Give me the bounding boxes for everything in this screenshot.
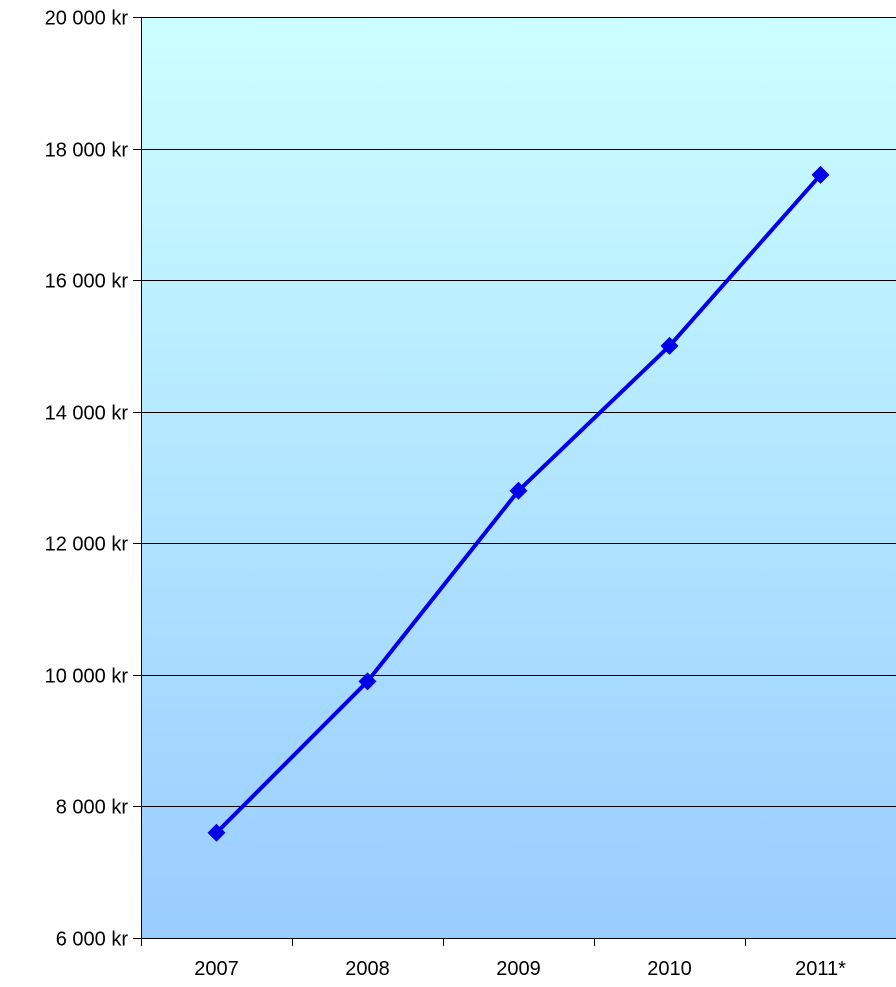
x-tick-label: 2009 xyxy=(496,958,541,980)
axes xyxy=(133,17,896,946)
x-tick-label: 2011* xyxy=(795,958,846,980)
y-tick-label: 12 000 kr xyxy=(45,534,129,556)
series-group xyxy=(207,165,830,842)
x-tick-label: 2007 xyxy=(194,958,239,980)
y-tick-label: 10 000 kr xyxy=(45,666,129,688)
data-point-marker xyxy=(811,165,830,184)
y-tick-label: 18 000 kr xyxy=(45,140,129,162)
x-tick-label: 2008 xyxy=(345,958,390,980)
y-axis-tick-labels: 6 000 kr 8 000 kr 10 000 kr 12 000 kr 14 000… xyxy=(45,8,129,951)
y-tick-label: 16 000 kr xyxy=(45,271,129,293)
y-tick-label: 8 000 kr xyxy=(56,797,129,819)
data-point-marker xyxy=(358,672,377,691)
y-tick-label: 20 000 kr xyxy=(45,8,129,30)
plot-area xyxy=(141,17,896,938)
x-axis-tick-labels: 2007 2008 2009 2010 2011* xyxy=(194,958,846,980)
x-tick-label: 2010 xyxy=(647,958,692,980)
gridlines xyxy=(141,17,896,807)
data-point-marker xyxy=(509,481,528,500)
y-tick-label: 14 000 kr xyxy=(45,403,129,425)
data-point-marker xyxy=(660,336,679,355)
data-point-marker xyxy=(207,823,226,842)
y-tick-label: 6 000 kr xyxy=(56,929,129,951)
